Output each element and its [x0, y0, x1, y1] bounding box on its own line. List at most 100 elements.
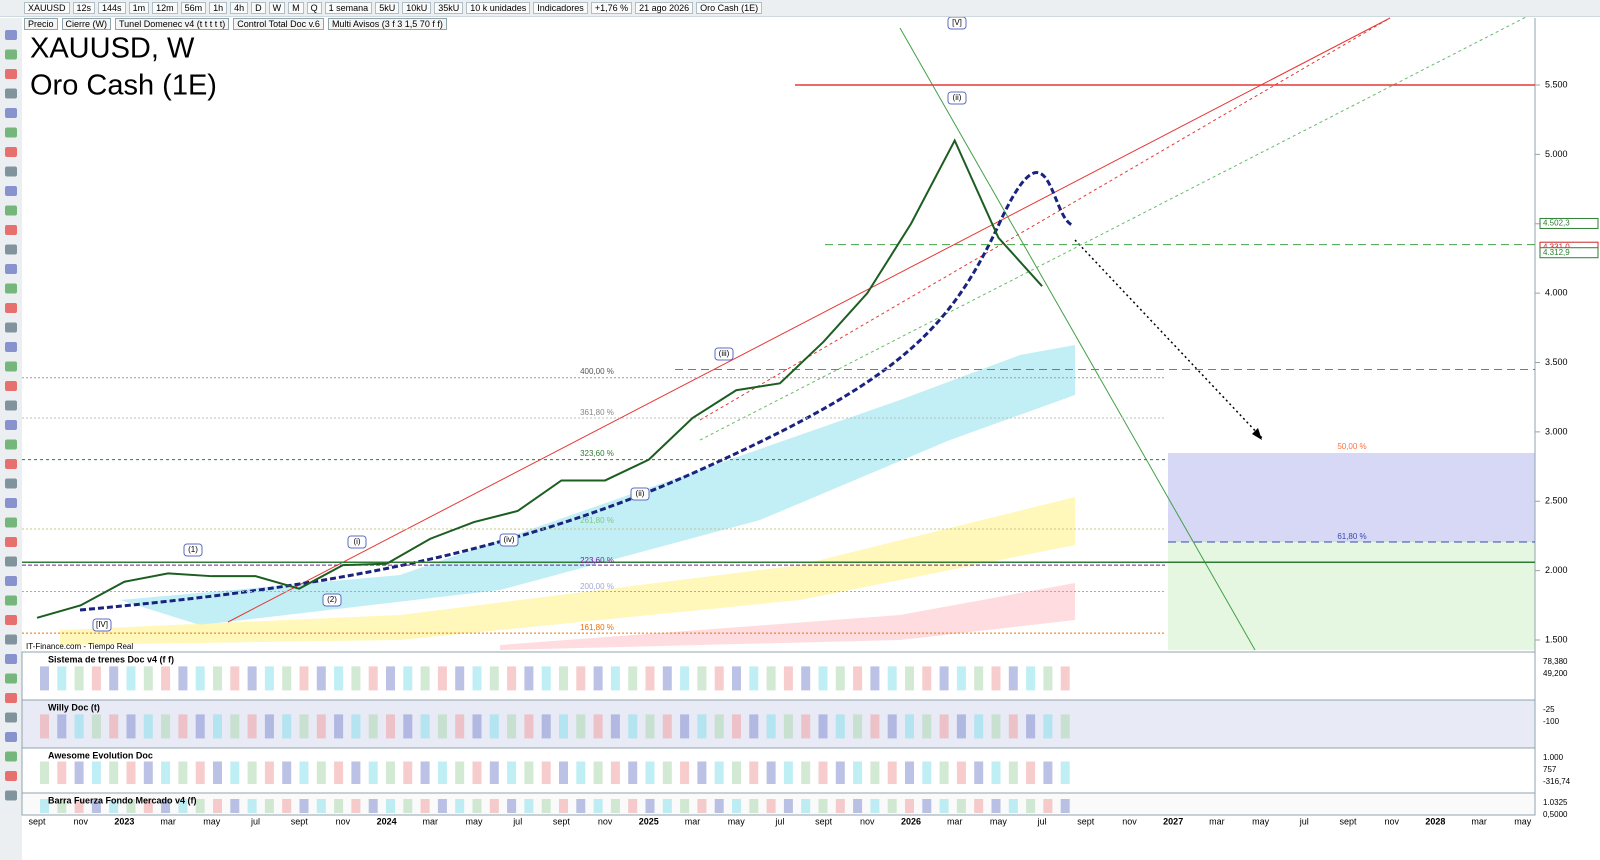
tool-icon[interactable] [5, 49, 17, 60]
tool-icon[interactable] [5, 615, 17, 625]
tool-icon[interactable] [5, 517, 17, 528]
tool-icon[interactable] [5, 381, 17, 391]
tool-icon[interactable] [5, 556, 17, 567]
price-tag [1539, 217, 1599, 229]
panel-bar [766, 666, 776, 691]
panel-bar [1043, 714, 1053, 739]
tool-icon[interactable] [5, 30, 17, 40]
tool-icon[interactable] [5, 303, 17, 313]
toolbar-button[interactable]: D [251, 2, 266, 14]
tool-icon[interactable] [5, 283, 17, 294]
panel-bar [576, 799, 586, 813]
indicator-label[interactable]: Tunel Domenec v4 (t t t t t) [115, 18, 230, 30]
x-tick-label: mar [160, 816, 176, 826]
tool-icon[interactable] [5, 264, 17, 274]
panel-bar [818, 714, 828, 739]
panel-bar [732, 666, 741, 691]
tool-icon[interactable] [5, 439, 17, 450]
panel-scale-label: 49,200 [1543, 669, 1568, 678]
toolbar-button[interactable]: Indicadores [533, 2, 588, 14]
toolbar-button[interactable]: 1m [128, 2, 150, 14]
toolbar-button[interactable]: 5kU [375, 2, 400, 14]
panel-bar [351, 666, 361, 691]
tool-icon[interactable] [5, 634, 17, 645]
panel-bar [662, 799, 672, 813]
panel-bar [1043, 799, 1053, 813]
title: XAUUSD, W [30, 33, 195, 65]
toolbar-button[interactable]: 10kU [402, 2, 432, 14]
tool-icon[interactable] [5, 693, 17, 703]
trend-line [899, 27, 1256, 651]
toolbar-button[interactable]: 35kU [434, 2, 464, 14]
tool-icon[interactable] [5, 732, 17, 742]
toolbar-button[interactable]: 56m [180, 2, 207, 14]
x-tick-label: sept [1339, 816, 1357, 826]
tool-icon[interactable] [5, 127, 17, 138]
indicator-label[interactable]: Control Total Doc v.6 [233, 18, 324, 30]
toolbar-button[interactable]: 1h [209, 2, 228, 14]
wave-box [947, 91, 967, 105]
panel-bar [732, 714, 741, 739]
panel-bar [732, 761, 741, 784]
tool-icon[interactable] [5, 654, 17, 664]
x-tick-label: jul [250, 816, 260, 826]
tool-icon[interactable] [5, 205, 17, 216]
panel-bar [455, 666, 465, 691]
toolbar-button[interactable]: M [288, 2, 304, 14]
panel-bar [178, 799, 188, 813]
toolbar-button[interactable]: XAUUSD [24, 2, 70, 14]
panel-bar [541, 714, 551, 739]
tool-icon[interactable] [5, 459, 17, 469]
toolbar-button[interactable]: 1 semana [324, 2, 373, 14]
tool-icon[interactable] [5, 244, 17, 255]
tool-icon[interactable] [5, 322, 17, 333]
toolbar-button[interactable]: 144s [98, 2, 126, 14]
tool-icon[interactable] [5, 186, 17, 196]
tool-icon[interactable] [5, 400, 17, 411]
tool-icon[interactable] [5, 166, 17, 177]
panel-bar [662, 761, 672, 784]
toolbar-button[interactable]: Q [306, 2, 322, 14]
tool-icon[interactable] [5, 712, 17, 723]
tool-icon[interactable] [5, 88, 17, 99]
panel-bar [178, 666, 188, 691]
tool-icon[interactable] [5, 361, 17, 372]
toolbar-button[interactable]: W [268, 2, 286, 14]
panel-bar [420, 761, 430, 784]
panel-scale-label: -316,74 [1543, 777, 1571, 786]
tool-icon[interactable] [5, 69, 17, 79]
tool-icon[interactable] [5, 478, 17, 489]
tool-icon[interactable] [5, 537, 17, 547]
panel-bar [1060, 761, 1070, 784]
tool-icon[interactable] [5, 420, 17, 430]
tool-icon[interactable] [5, 225, 17, 235]
panel-bar [507, 666, 517, 691]
toolbar-button[interactable]: 10 k unidades [466, 2, 531, 14]
tool-icon[interactable] [5, 790, 17, 801]
tool-icon[interactable] [5, 342, 17, 352]
panel-bar [662, 666, 672, 691]
tool-icon[interactable] [5, 498, 17, 508]
tool-icon[interactable] [5, 147, 17, 157]
panel-bar [939, 799, 949, 813]
toolbar-button[interactable]: 12m [152, 2, 178, 14]
panel-bar [991, 714, 1001, 739]
panel-bar [282, 761, 292, 784]
toolbar-button[interactable]: 21 ago 2026 [635, 2, 694, 14]
indicator-label[interactable]: Multi Avisos (3 f 3 1,5 70 f f) [327, 18, 447, 30]
toolbar-button[interactable]: Oro Cash (1E) [696, 2, 763, 14]
panel-bar [74, 761, 84, 784]
panel-bar [109, 666, 119, 691]
indicator-label[interactable]: Precio [24, 18, 58, 30]
toolbar-button[interactable]: 4h [230, 2, 249, 14]
tool-icon[interactable] [5, 576, 17, 586]
toolbar-button[interactable]: 12s [72, 2, 96, 14]
tool-icon[interactable] [5, 595, 17, 606]
panel-bar [610, 761, 620, 784]
tool-icon[interactable] [5, 751, 17, 762]
tool-icon[interactable] [5, 673, 17, 684]
tool-icon[interactable] [5, 771, 17, 781]
toolbar-button[interactable]: +1,76 % [590, 2, 633, 14]
indicator-label[interactable]: Cierre (W) [61, 18, 112, 30]
tool-icon[interactable] [5, 108, 17, 118]
